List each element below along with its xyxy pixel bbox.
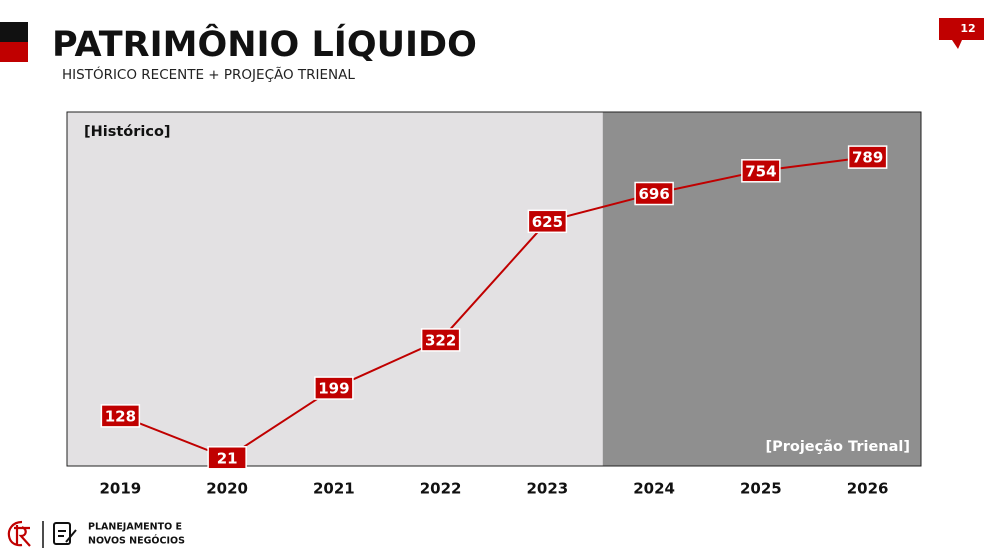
x-tick-label: 2023	[527, 480, 569, 498]
region-label: [Histórico]	[84, 124, 171, 140]
chart: [Histórico] [Projeção Trienal] 2019 2020 202…	[66, 111, 922, 498]
x-tick-label: 2022	[420, 480, 462, 498]
club-crest	[7, 520, 31, 547]
value-label: 789	[852, 149, 883, 167]
value-label: 128	[105, 407, 136, 425]
value-box	[847, 145, 888, 169]
x-tick-label: 2021	[313, 480, 355, 498]
value-label: 696	[638, 185, 669, 203]
value-label: 625	[532, 213, 563, 231]
value-box	[100, 404, 141, 428]
logo	[7, 520, 77, 548]
value-box	[420, 328, 461, 352]
clipboard-icon	[53, 522, 71, 545]
pencil-icon	[58, 529, 77, 543]
value-label: 754	[745, 162, 776, 180]
x-tick-label: 2020	[206, 480, 248, 498]
footer-line: PLANEJAMENTO E	[88, 522, 182, 533]
brand-bar-red	[0, 42, 28, 62]
footer-line: NOVOS NEGÓCIOS	[88, 535, 185, 547]
region-label: [Projeção Trienal]	[765, 439, 910, 455]
page-number: 12	[960, 22, 975, 35]
region-band	[67, 112, 603, 466]
page-flag	[939, 18, 984, 49]
brand-bar-black	[0, 22, 28, 42]
value-box	[741, 159, 781, 183]
x-tick-label: 2019	[100, 480, 142, 498]
value-box	[207, 446, 247, 470]
x-tick-label: 2026	[847, 480, 889, 498]
value-label: 322	[425, 331, 456, 349]
x-tick-label: 2025	[740, 480, 782, 498]
plot-frame	[66, 111, 922, 467]
slide-title: PATRIMÔNIO LÍQUIDO	[52, 23, 477, 65]
x-tick-label: 2024	[633, 480, 675, 498]
value-box	[634, 181, 674, 206]
value-label: 21	[217, 449, 238, 467]
value-box	[527, 209, 568, 234]
value-label: 199	[318, 380, 349, 398]
value-box	[314, 376, 354, 400]
slide-subtitle: HISTÓRICO RECENTE + PROJEÇÃO TRIENAL	[62, 65, 355, 83]
